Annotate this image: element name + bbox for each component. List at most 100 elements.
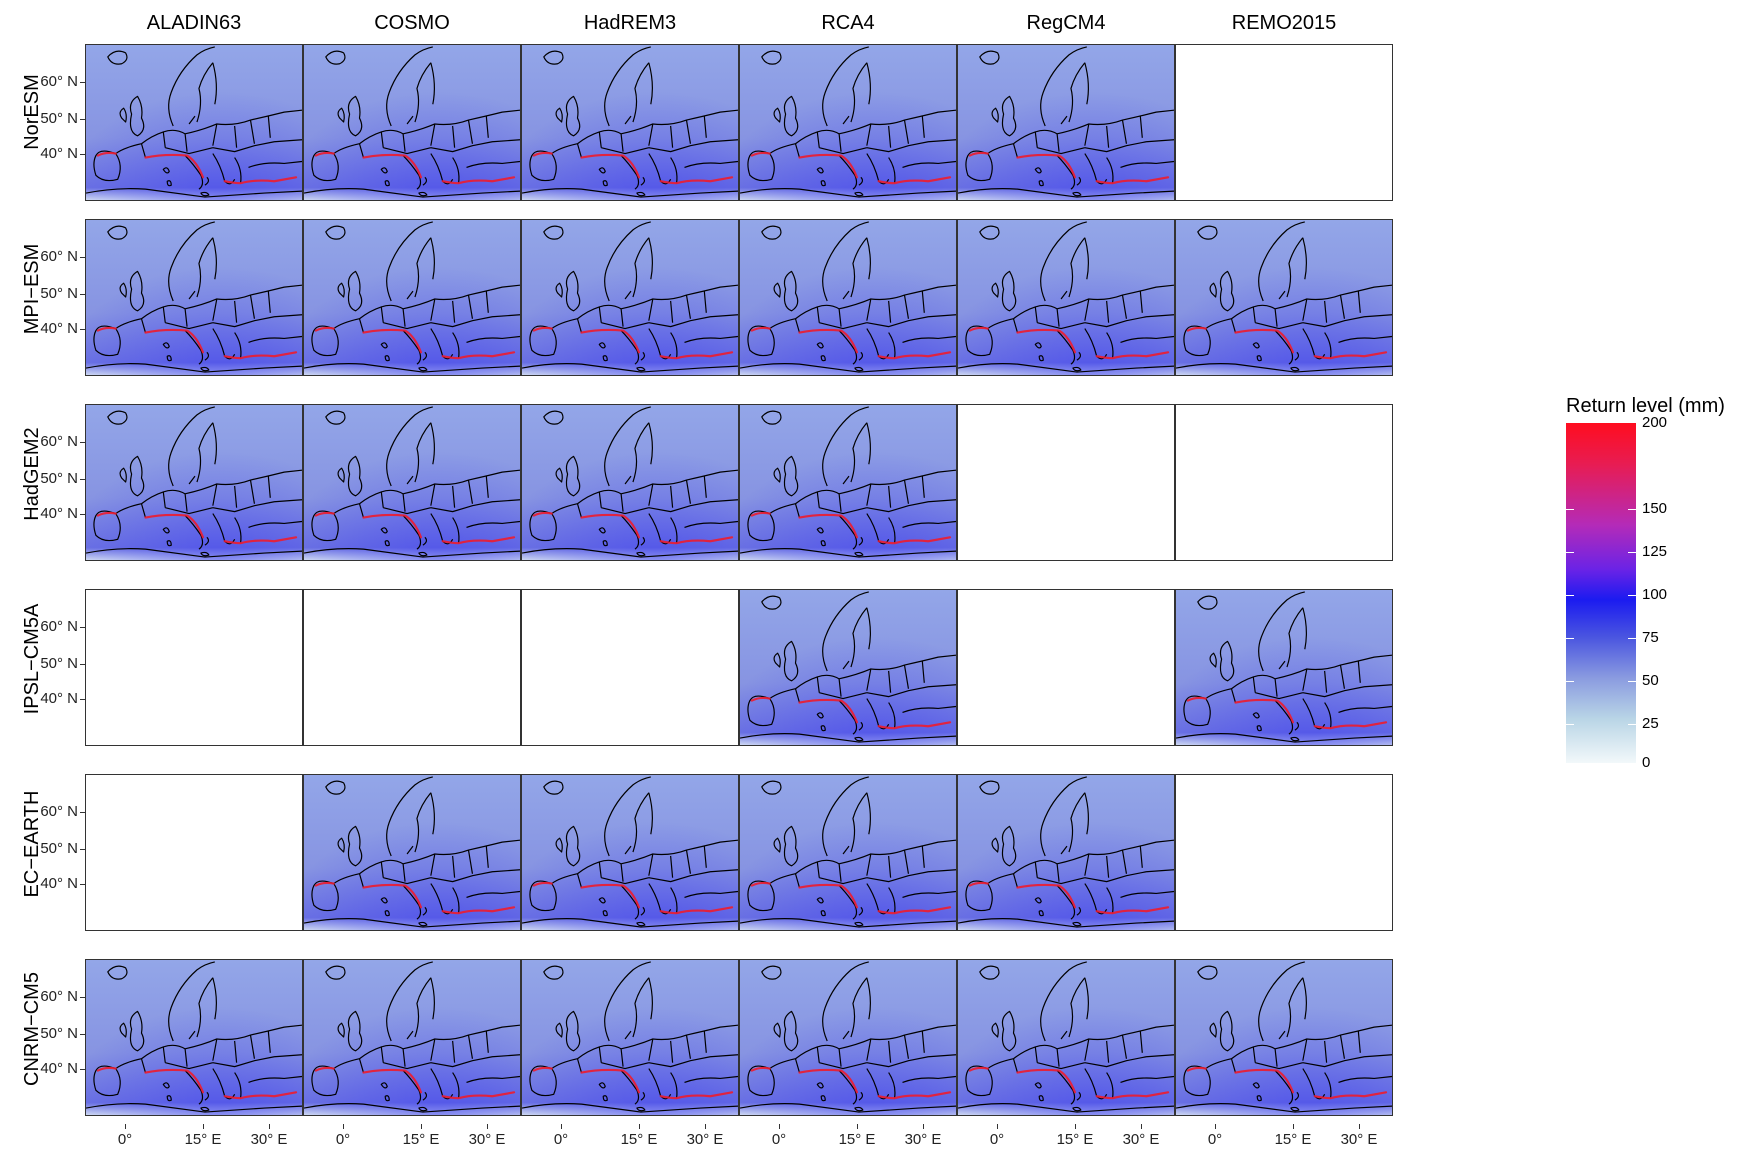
europe-map — [304, 960, 520, 1115]
longitude-tick — [997, 1124, 998, 1129]
longitude-tick — [1141, 1124, 1142, 1129]
legend-tick-label: 0 — [1642, 754, 1651, 771]
map-panel-mpi-esm-aladin63 — [85, 219, 303, 376]
legend-tick-mark — [1566, 724, 1574, 725]
map-panel-mpi-esm-regcm4 — [957, 219, 1175, 376]
map-panel-cnrm-cm5-cosmo — [303, 959, 521, 1116]
latitude-tick — [80, 329, 85, 330]
longitude-label: 30° E — [686, 1131, 724, 1148]
latitude-tick — [80, 1034, 85, 1035]
map-panel-ec-earth-rca4 — [739, 774, 957, 931]
map-panel-hadgem2-cosmo — [303, 404, 521, 561]
longitude-tick — [1075, 1124, 1076, 1129]
longitude-label: 30° E — [1340, 1131, 1378, 1148]
longitude-tick — [705, 1124, 706, 1129]
empty-panel-noresm-remo2015 — [1175, 44, 1393, 201]
map-panel-hadgem2-hadrem3 — [521, 404, 739, 561]
legend-tick-label: 50 — [1642, 672, 1659, 689]
longitude-tick — [343, 1124, 344, 1129]
legend-tick-label: 150 — [1642, 500, 1668, 517]
latitude-tick — [80, 82, 85, 83]
column-title-cosmo: COSMO — [374, 12, 450, 34]
longitude-tick — [1215, 1124, 1216, 1129]
empty-panel-ipsl-cm5a-regcm4 — [957, 589, 1175, 746]
latitude-label: 40° N — [40, 145, 78, 162]
longitude-label: 0° — [117, 1131, 133, 1148]
empty-panel-ec-earth-aladin63 — [85, 774, 303, 931]
longitude-tick — [203, 1124, 204, 1129]
latitude-label: 40° N — [40, 875, 78, 892]
empty-panel-hadgem2-remo2015 — [1175, 404, 1393, 561]
longitude-tick — [421, 1124, 422, 1129]
column-title-aladin63: ALADIN63 — [146, 12, 242, 34]
empty-panel-ipsl-cm5a-aladin63 — [85, 589, 303, 746]
longitude-tick — [923, 1124, 924, 1129]
longitude-tick — [1359, 1124, 1360, 1129]
europe-map — [86, 45, 302, 200]
europe-map — [522, 960, 738, 1115]
latitude-tick — [80, 257, 85, 258]
longitude-label: 0° — [989, 1131, 1005, 1148]
longitude-label: 15° E — [838, 1131, 876, 1148]
map-panel-mpi-esm-hadrem3 — [521, 219, 739, 376]
longitude-tick — [1293, 1124, 1294, 1129]
longitude-tick — [125, 1124, 126, 1129]
longitude-label: 30° E — [468, 1131, 506, 1148]
map-panel-cnrm-cm5-hadrem3 — [521, 959, 739, 1116]
longitude-label: 15° E — [1056, 1131, 1094, 1148]
europe-map — [86, 220, 302, 375]
legend-tick-mark — [1628, 595, 1636, 596]
latitude-label: 50° N — [40, 110, 78, 127]
map-panel-ec-earth-hadrem3 — [521, 774, 739, 931]
europe-map — [1176, 220, 1392, 375]
column-title-remo2015: REMO2015 — [1231, 12, 1337, 34]
legend-tick-mark — [1566, 552, 1574, 553]
empty-panel-ipsl-cm5a-cosmo — [303, 589, 521, 746]
longitude-label: 0° — [1207, 1131, 1223, 1148]
map-panel-noresm-cosmo — [303, 44, 521, 201]
latitude-tick — [80, 884, 85, 885]
longitude-label: 15° E — [402, 1131, 440, 1148]
latitude-tick — [80, 849, 85, 850]
latitude-tick — [80, 154, 85, 155]
latitude-label: 50° N — [40, 1025, 78, 1042]
europe-map — [304, 45, 520, 200]
latitude-tick — [80, 442, 85, 443]
longitude-label: 30° E — [1122, 1131, 1160, 1148]
latitude-label: 40° N — [40, 505, 78, 522]
legend-tick-mark — [1628, 724, 1636, 725]
empty-panel-hadgem2-regcm4 — [957, 404, 1175, 561]
longitude-tick — [561, 1124, 562, 1129]
map-panel-noresm-rca4 — [739, 44, 957, 201]
legend-tick-mark — [1566, 509, 1574, 510]
legend-tick-mark — [1566, 595, 1574, 596]
legend-colorbar — [1566, 423, 1636, 763]
legend-title: Return level (mm) — [1566, 395, 1725, 417]
europe-map — [522, 775, 738, 930]
map-panel-hadgem2-aladin63 — [85, 404, 303, 561]
europe-map — [522, 405, 738, 560]
legend-tick-label: 75 — [1642, 629, 1659, 646]
map-panel-mpi-esm-remo2015 — [1175, 219, 1393, 376]
latitude-tick — [80, 294, 85, 295]
legend-tick-mark — [1628, 681, 1636, 682]
europe-map — [522, 220, 738, 375]
legend-tick-mark — [1628, 552, 1636, 553]
longitude-label: 15° E — [184, 1131, 222, 1148]
latitude-label: 50° N — [40, 285, 78, 302]
europe-map — [958, 960, 1174, 1115]
europe-map — [86, 960, 302, 1115]
legend-tick-label: 25 — [1642, 715, 1659, 732]
longitude-label: 30° E — [904, 1131, 942, 1148]
legend-tick-mark — [1566, 681, 1574, 682]
latitude-label: 60° N — [40, 618, 78, 635]
map-panel-noresm-regcm4 — [957, 44, 1175, 201]
europe-map — [958, 45, 1174, 200]
legend-tick-mark — [1628, 638, 1636, 639]
europe-map — [1176, 960, 1392, 1115]
latitude-tick — [80, 812, 85, 813]
latitude-label: 50° N — [40, 470, 78, 487]
map-panel-noresm-hadrem3 — [521, 44, 739, 201]
europe-map — [958, 775, 1174, 930]
longitude-tick — [487, 1124, 488, 1129]
